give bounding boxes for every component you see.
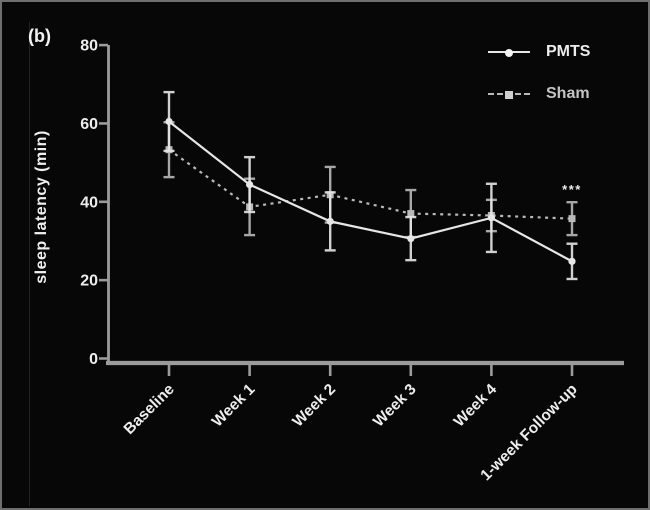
series-pmts: [163, 90, 578, 281]
legend-item-pmts: PMTS: [488, 42, 638, 62]
series-markers: [165, 146, 576, 223]
x-tick-label: Week 3: [370, 381, 420, 431]
legend-label-sham: Sham: [546, 85, 590, 102]
error-bars: [163, 121, 578, 239]
series-sham: [163, 121, 578, 239]
y-tick-label: 40: [80, 194, 98, 211]
legend-line-dashed-icon: [488, 91, 530, 99]
legend-label-pmts: PMTS: [546, 43, 591, 60]
series-markers: [165, 117, 576, 265]
square-marker-icon: [505, 91, 513, 99]
axes: [99, 43, 624, 376]
y-axis-title: sleep latency (min): [33, 130, 50, 284]
series-line: [168, 148, 573, 220]
scan-artifact-line: [29, 22, 30, 506]
x-tick-label: Week 2: [289, 381, 339, 431]
legend-item-sham: Sham: [488, 84, 638, 104]
legend-line-solid-icon: [488, 49, 530, 57]
panel-label: (b): [28, 26, 51, 46]
circle-marker-icon: [505, 49, 513, 57]
y-tick-label: 20: [80, 273, 98, 290]
y-tick-label: 60: [80, 116, 98, 133]
y-tick-label: 80: [80, 38, 98, 55]
significance-stars: ***: [562, 182, 582, 197]
legend: PMTS Sham: [488, 42, 638, 126]
x-tick-label: Baseline: [121, 381, 178, 438]
x-tick-label: Week 4: [451, 381, 501, 431]
series-line: [168, 120, 573, 263]
y-tick-label: 0: [89, 351, 98, 368]
x-tick-label: Week 1: [209, 381, 259, 431]
